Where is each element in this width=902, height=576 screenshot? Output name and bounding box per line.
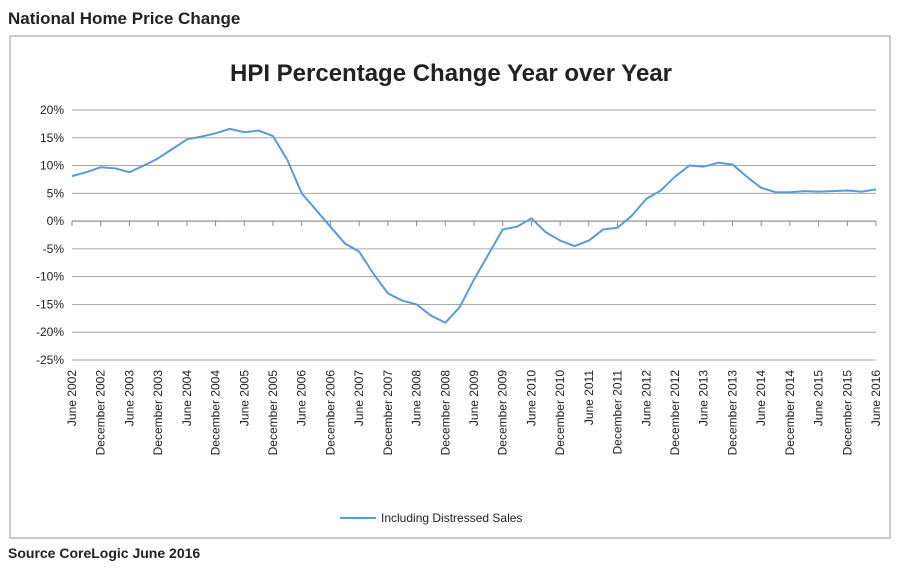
x-tick-label: December 2011 [611,370,625,455]
y-tick-label: 20% [40,103,64,117]
x-tick-label: December 2008 [438,370,452,456]
x-tick-label: June 2012 [639,370,653,426]
x-tick-label: December 2009 [496,370,510,456]
x-tick-label: June 2015 [812,370,826,426]
y-tick-label: -20% [36,325,64,339]
y-tick-label: -10% [36,270,64,284]
x-tick-label: December 2003 [151,370,165,456]
y-tick-label: 10% [40,159,64,173]
source: Source CoreLogic June 2016 [8,545,200,561]
x-tick-label: June 2005 [237,370,251,426]
y-tick-label: -25% [36,353,64,367]
x-tick-label: June 2002 [65,370,79,426]
x-tick-label: June 2011 [582,370,596,425]
x-tick-label: December 2010 [553,370,567,456]
x-tick-label: December 2014 [783,370,797,456]
x-tick-label: June 2006 [295,370,309,426]
x-tick-label: June 2004 [180,370,194,426]
x-tick-label: December 2005 [266,370,280,456]
y-tick-label: 5% [47,186,65,200]
x-tick-label: December 2006 [323,370,337,456]
chart-title: HPI Percentage Change Year over Year [230,60,672,87]
x-tick-label: June 2003 [122,370,136,426]
x-tick-label: December 2013 [725,370,739,456]
legend-label: Including Distressed Sales [381,511,522,525]
x-tick-label: June 2008 [410,370,424,426]
y-tick-label: 15% [40,131,64,145]
page-title: National Home Price Change [8,9,240,28]
x-tick-label: December 2012 [668,370,682,456]
y-tick-label: -15% [36,297,64,311]
chart-frame [9,35,891,539]
x-tick-label: June 2013 [697,370,711,426]
x-tick-label: December 2004 [209,370,223,456]
x-tick-label: December 2007 [381,370,395,456]
x-tick-label: June 2009 [467,370,481,426]
x-tick-label: December 2002 [94,370,108,456]
x-tick-label: June 2014 [754,370,768,426]
x-tick-label: June 2010 [524,370,538,426]
y-tick-label: 0% [47,214,65,228]
y-tick-label: -5% [43,242,65,256]
x-tick-label: June 2007 [352,370,366,426]
x-tick-label: June 2016 [869,370,883,426]
series-line [71,127,877,324]
x-tick-label: December 2015 [840,370,854,456]
